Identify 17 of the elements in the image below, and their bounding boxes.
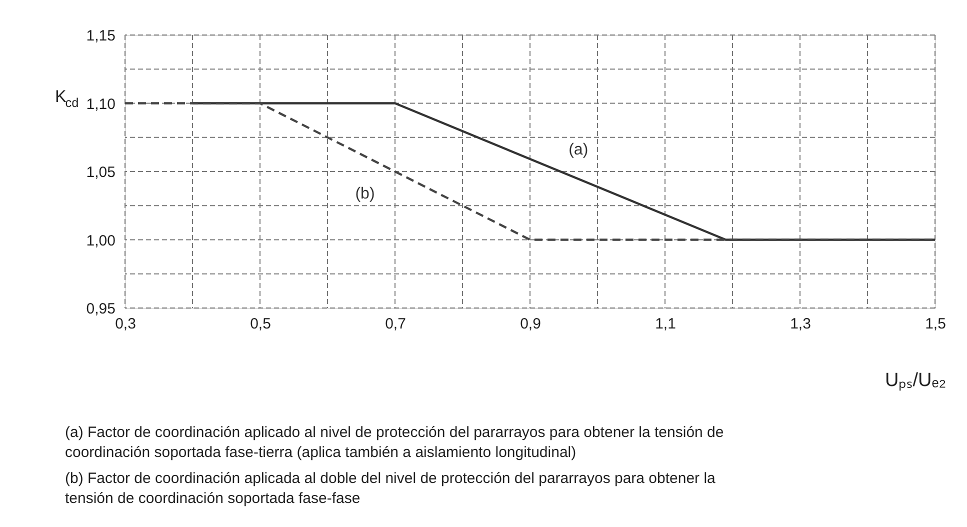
y-tick-label: 0,95	[86, 300, 116, 318]
text: (b) Factor de coordinación aplicada al doble del nivel de protección del pararrayos para obtener la tensión de coordinación soportada fase-fase	[65, 470, 716, 507]
x-tick-label: 1,1	[655, 316, 676, 332]
x-tick-label: 0,3	[115, 316, 136, 332]
series-label: (a)	[568, 142, 588, 158]
x-tick-label: 0,7	[385, 316, 406, 332]
text: (a) Factor de coordinación aplicado al nivel de protección del pararrayos para obtener la tensión de coordinación soportada fase-tierra (aplica también a aislamiento longitudinal)	[65, 424, 724, 461]
x-tick-label: 0,5	[250, 316, 271, 332]
x-axis-title: Uₚₛ/Uₑ₂	[885, 370, 946, 391]
x-tick-label: 1,5	[925, 316, 946, 332]
x-tick-label: 1,3	[790, 316, 811, 332]
y-tick-label: 1,05	[86, 164, 116, 181]
y-tick-label: 1,15	[86, 28, 116, 44]
series-label: (b)	[355, 186, 375, 202]
y-tick-label: 1,10	[86, 96, 116, 113]
y-tick-label: 1,00	[86, 232, 116, 250]
x-tick-label: 0,9	[520, 316, 541, 332]
